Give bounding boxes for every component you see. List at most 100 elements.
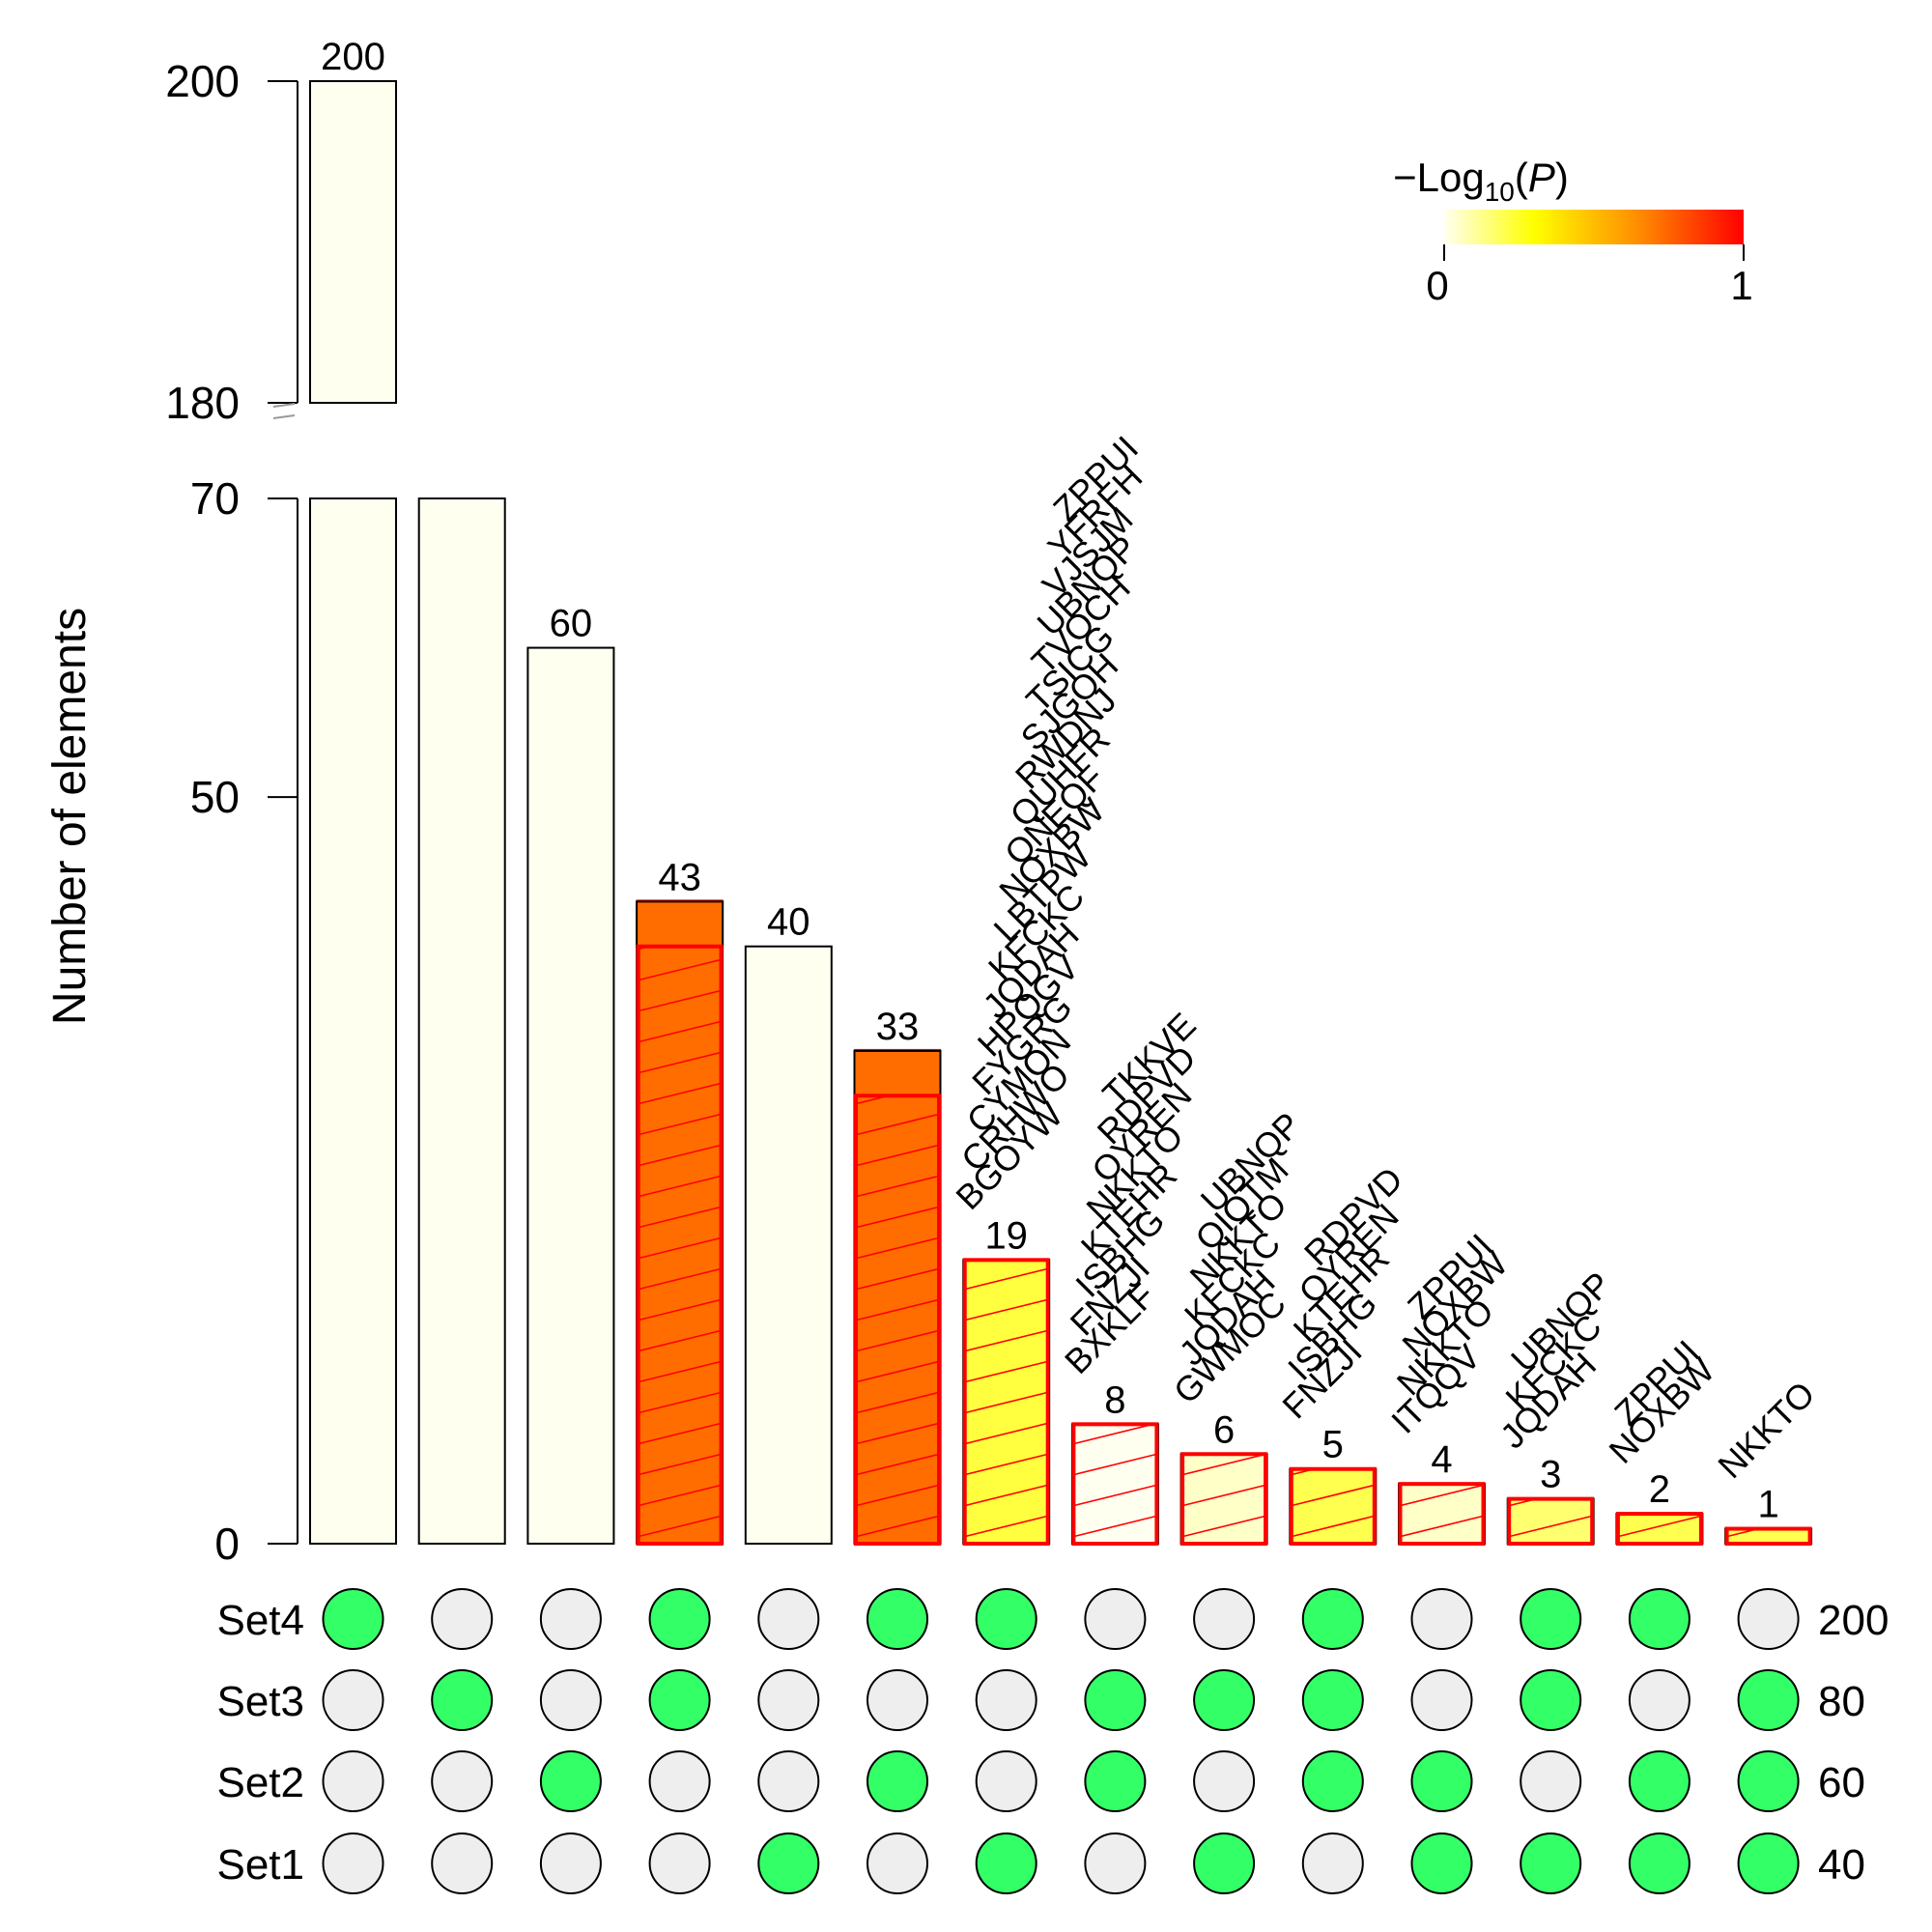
set-dot-inactive [431, 1588, 494, 1650]
bar-group [1179, 1452, 1268, 1547]
set-dot-inactive [867, 1669, 928, 1731]
hatch-line [1180, 1484, 1267, 1507]
hatch-line [637, 1051, 724, 1074]
bar-highlight-border [1289, 1466, 1377, 1546]
hatch-line [1508, 1547, 1594, 1568]
hatch-line [963, 1515, 1050, 1538]
set-dot-inactive [539, 1669, 602, 1731]
bar-overlap-fill [1507, 1498, 1594, 1544]
hatch-line [963, 1391, 1050, 1414]
hatch-line [963, 1267, 1050, 1291]
bar-hatch [1399, 1484, 1485, 1538]
bar-value-label: 60 [550, 603, 593, 645]
set-dot-active [1628, 1750, 1690, 1812]
hatch-line [1071, 1484, 1158, 1507]
legend: −Log10(P) 0 1 [1393, 155, 1753, 308]
set-dot-inactive [1410, 1669, 1473, 1731]
set-dot-active [975, 1588, 1037, 1650]
set-dot-inactive [322, 1750, 384, 1812]
bar-hatch [1071, 1424, 1158, 1538]
set-dot-active [1628, 1833, 1690, 1894]
hatch-line [1725, 1528, 1762, 1538]
set-name-label: Set4 [216, 1597, 304, 1644]
hatch-line [637, 1329, 724, 1352]
hatch-line [637, 805, 723, 826]
y-tick-label: 50 [190, 772, 240, 822]
bar-hatch [1725, 1528, 1811, 1568]
hatch-line [637, 989, 724, 1012]
y-axis: 0 50 70 180 200 [165, 56, 298, 1569]
bar-group [1615, 1512, 1704, 1546]
set-size-label: 80 [1818, 1678, 1865, 1725]
hatch-line [854, 1236, 941, 1260]
hatch-line [637, 1360, 724, 1383]
bar-highlight-border [1724, 1526, 1812, 1546]
bar-hatch [1290, 1468, 1377, 1538]
set-dot-inactive [648, 1833, 711, 1894]
legend-min-label: 0 [1426, 263, 1448, 308]
hatch-line [963, 1484, 1050, 1507]
hatch-line [854, 1144, 941, 1167]
hatch-line [637, 1267, 724, 1291]
set-dot-active [648, 1588, 711, 1650]
bar [526, 646, 615, 1545]
hatch-line [1616, 1515, 1703, 1538]
bar-top [636, 900, 724, 948]
set-name-label: Set1 [216, 1841, 304, 1889]
bar-overlap-fill [1290, 1468, 1377, 1544]
bars [309, 80, 1813, 1568]
hatch-line [854, 1267, 941, 1291]
hatch-line [637, 1236, 724, 1260]
hatch-line [637, 1020, 724, 1043]
hatch-line [637, 1422, 724, 1445]
set-dot-active [1520, 1588, 1582, 1650]
hatch-line [854, 1453, 941, 1476]
bar-highlight-border [1180, 1452, 1268, 1547]
hatch-line [637, 1453, 724, 1476]
bar-highlight-border [1398, 1482, 1486, 1546]
bar-group [309, 80, 397, 1545]
y-axis-label: Number of elements [44, 608, 96, 1025]
bar-hatch [963, 1267, 1050, 1538]
hatch-line [637, 1113, 724, 1136]
hatch-line [637, 836, 723, 857]
bar-group [526, 646, 615, 1545]
bar-group [962, 1258, 1051, 1547]
bar-overlap-fill [1180, 1454, 1267, 1544]
hatch-line [1507, 1498, 1540, 1507]
hatch-line [854, 1484, 941, 1507]
bar-group [636, 805, 724, 1546]
set-dot-active [1301, 1669, 1364, 1731]
bar-value-label: 43 [658, 856, 701, 898]
set-dot-active [867, 1588, 928, 1650]
bar-hatch [1616, 1515, 1703, 1538]
bar-group [1289, 1466, 1378, 1546]
set-dot-active [1193, 1669, 1256, 1731]
bar-upper [309, 80, 397, 404]
set-dot-inactive [1193, 1588, 1256, 1650]
bar-hatch [637, 805, 724, 1538]
set-dot-inactive [757, 1750, 820, 1812]
hatch-line [1180, 1515, 1267, 1538]
set-dot-active [648, 1669, 711, 1731]
bar [417, 497, 506, 1545]
hatch-line [854, 1298, 941, 1321]
hatch-line [1725, 1547, 1811, 1568]
bar-annotation: NKKTO [1710, 1374, 1822, 1486]
hatch-line [637, 1175, 724, 1198]
hatch-line [637, 958, 724, 981]
set-dot-active [867, 1750, 928, 1812]
set-dot-inactive [431, 1833, 494, 1894]
hatch-line [1399, 1484, 1485, 1507]
bar-value-label: 2 [1649, 1468, 1670, 1511]
bar-value-label: 3 [1540, 1454, 1561, 1496]
legend-colorbar [1444, 210, 1744, 244]
bar-value-label: 8 [1104, 1378, 1125, 1421]
bar-highlight-border [854, 1094, 941, 1547]
set-dot-inactive [757, 1588, 820, 1650]
hatch-line [963, 1422, 1050, 1445]
set-name-label: Set3 [216, 1678, 304, 1725]
set-dot-active [1410, 1750, 1473, 1812]
bar-group [744, 945, 833, 1545]
bar-value-label: 200 [321, 36, 385, 78]
